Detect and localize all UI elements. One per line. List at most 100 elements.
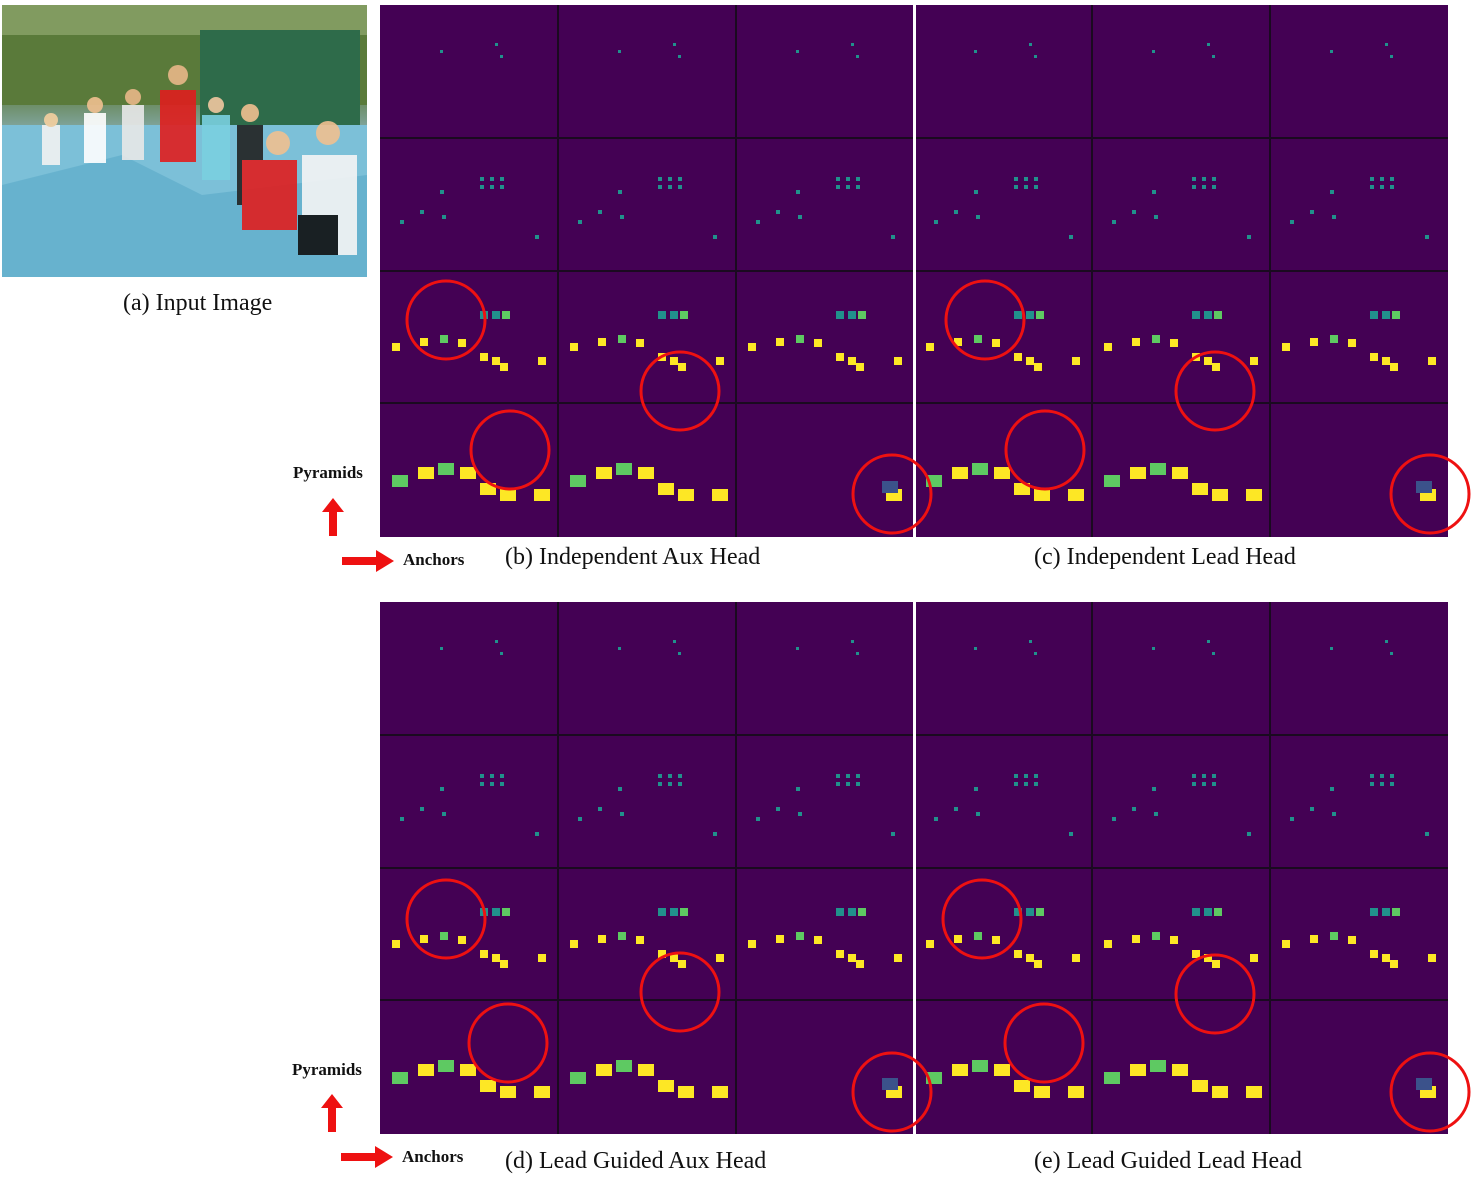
- heatmap-block: [570, 940, 578, 948]
- heatmap-dot: [1247, 832, 1251, 836]
- heatmap-dot: [776, 210, 780, 214]
- heatmap-dot: [678, 177, 682, 181]
- heatmap-dot: [480, 782, 484, 786]
- heatmap-dot: [1014, 774, 1018, 778]
- heatmap-dot: [934, 220, 938, 224]
- heatmap-block: [1026, 311, 1034, 319]
- caption-d: (d) Lead Guided Aux Head: [505, 1148, 767, 1174]
- heatmap-block: [1036, 908, 1044, 916]
- heatmap-block: [858, 311, 866, 319]
- heatmap-bar: [1246, 1086, 1262, 1098]
- heatmap-dot: [1152, 50, 1155, 53]
- heatmap-block: [1214, 311, 1222, 319]
- heatmap-block: [420, 935, 428, 943]
- heatmap-block: [954, 935, 962, 943]
- heatmap-block: [992, 936, 1000, 944]
- heatmap-bar: [392, 1072, 408, 1084]
- heatmap-dot: [976, 812, 980, 816]
- heatmap-bar: [616, 1060, 632, 1072]
- heatmap-block: [848, 311, 856, 319]
- heatmap-dot: [846, 185, 850, 189]
- heatmap-dot: [856, 774, 860, 778]
- heatmap-dot: [1192, 177, 1196, 181]
- heatmap-bar: [1212, 1086, 1228, 1098]
- heatmap-dot: [1212, 652, 1215, 655]
- heatmap-block: [636, 339, 644, 347]
- heatmap-dot: [1154, 812, 1158, 816]
- heatmap-dot: [1132, 807, 1136, 811]
- heatmap-dot: [856, 652, 859, 655]
- heatmap-block: [1204, 954, 1212, 962]
- heatmap-bar: [480, 1080, 496, 1092]
- heatmap-block: [618, 335, 626, 343]
- heatmap-dot: [1024, 177, 1028, 181]
- heatmap-dot: [713, 832, 717, 836]
- heatmap-dot: [480, 177, 484, 181]
- heatmap-bar: [972, 1060, 988, 1072]
- heatmap-dot: [500, 185, 504, 189]
- heatmap-block: [716, 357, 724, 365]
- heatmap-bar: [1130, 1064, 1146, 1076]
- heatmap-block: [1370, 311, 1378, 319]
- heatmap-bar: [1068, 489, 1084, 501]
- heatmap-block: [1014, 908, 1022, 916]
- heatmap-dot: [1380, 177, 1384, 181]
- heatmap-bar: [952, 467, 968, 479]
- heatmap-dot: [578, 817, 582, 821]
- heatmap-dot: [798, 812, 802, 816]
- heatmap-dot: [678, 782, 682, 786]
- heatmap-dot: [535, 235, 539, 239]
- heatmap-dot: [1310, 210, 1314, 214]
- heatmap-block: [598, 935, 606, 943]
- heatmap-dot: [1425, 235, 1429, 239]
- heatmap-dot: [796, 787, 800, 791]
- heatmap-block: [1330, 335, 1338, 343]
- heatmap-block: [974, 932, 982, 940]
- heatmap-block: [954, 338, 962, 346]
- heatmap-block: [658, 908, 666, 916]
- heatmap-dot: [1207, 640, 1210, 643]
- heatmap-block: [856, 960, 864, 968]
- heatmap-dot: [856, 185, 860, 189]
- heatmap-bar: [418, 1064, 434, 1076]
- heatmap-dot: [1380, 774, 1384, 778]
- heatmap-bar: [460, 1064, 476, 1076]
- heatmap-bar: [658, 1080, 674, 1092]
- heatmap-dot: [1385, 640, 1388, 643]
- heatmap-dot: [1247, 235, 1251, 239]
- heatmap-block: [570, 343, 578, 351]
- heatmap-block: [858, 908, 866, 916]
- heatmap-dot: [678, 652, 681, 655]
- heatmap-dot: [974, 787, 978, 791]
- heatmap-dot: [1024, 185, 1028, 189]
- heatmap-block: [776, 935, 784, 943]
- heatmap-block: [1034, 363, 1042, 371]
- heatmap-dot: [420, 807, 424, 811]
- heatmap-dot: [1024, 782, 1028, 786]
- heatmap-block: [1170, 936, 1178, 944]
- heatmap-dot: [1202, 177, 1206, 181]
- heatmap-block: [1382, 908, 1390, 916]
- heatmap-dot: [756, 817, 760, 821]
- heatmap-dot: [1069, 832, 1073, 836]
- heatmap-block: [680, 311, 688, 319]
- heatmap-dot: [1152, 647, 1155, 650]
- heatmap-bar: [616, 463, 632, 475]
- heatmap-dot: [1390, 177, 1394, 181]
- heatmap-bar: [418, 467, 434, 479]
- heatmap-dot: [1390, 185, 1394, 189]
- heatmap-block: [1072, 357, 1080, 365]
- anchors-label-top: Anchors: [403, 550, 465, 569]
- heatmap-dot: [1024, 774, 1028, 778]
- heatmap-dot: [440, 190, 444, 194]
- heatmap-block: [420, 338, 428, 346]
- heatmap-block: [1204, 908, 1212, 916]
- heatmap-dot: [1390, 782, 1394, 786]
- heatmap-bar: [712, 489, 728, 501]
- heatmap-dot: [618, 190, 622, 194]
- heatmap-block: [440, 335, 448, 343]
- heatmap-bar: [1034, 1086, 1050, 1098]
- heatmap-bar: [1104, 1072, 1120, 1084]
- heatmap-dot: [658, 185, 662, 189]
- heatmap-block: [492, 954, 500, 962]
